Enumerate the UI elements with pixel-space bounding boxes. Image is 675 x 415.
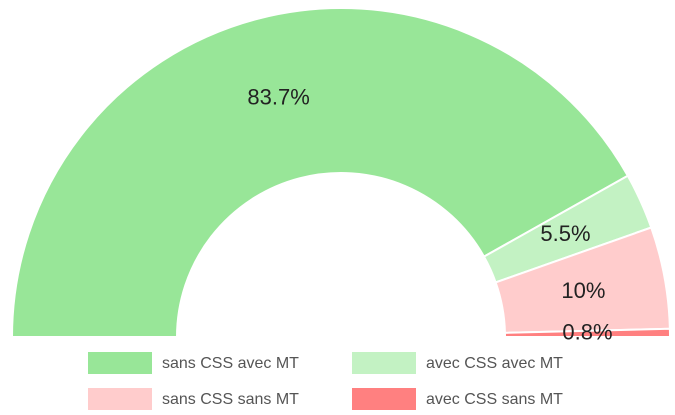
data-label: 10% [561, 278, 605, 303]
legend-swatch [88, 388, 152, 410]
legend-swatch [352, 388, 416, 410]
legend-swatch [88, 352, 152, 374]
legend-label: avec CSS avec MT [426, 355, 563, 372]
legend-swatch [352, 352, 416, 374]
slice [503, 327, 672, 338]
data-label: 0.8% [562, 320, 612, 345]
data-label: 83.7% [247, 84, 309, 109]
legend-label: sans CSS avec MT [162, 355, 299, 372]
legend-label: avec CSS sans MT [426, 391, 563, 408]
data-label: 5.5% [540, 221, 590, 246]
slice [10, 7, 630, 338]
legend-label: sans CSS sans MT [162, 391, 299, 408]
